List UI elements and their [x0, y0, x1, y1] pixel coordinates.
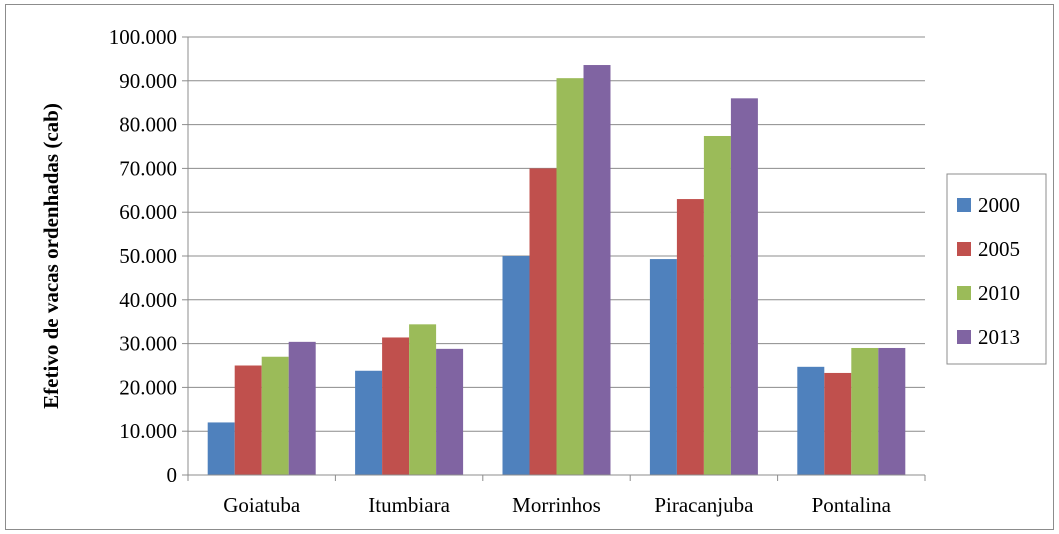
y-tick-label: 20.000 [119, 375, 177, 399]
bar-2005-piracanjuba [676, 199, 704, 475]
legend-swatch-2000 [957, 198, 971, 212]
y-tick-label: 80.000 [119, 113, 177, 137]
bar-2013-pontalina [878, 347, 906, 475]
y-axis-ticks: 0 10.000 20.000 30.000 40.000 50.000 60.000 70.… [109, 25, 188, 487]
y-tick-label: 60.000 [119, 200, 177, 224]
y-axis-label: Efetivo de vacas ordenhadas (cab) [39, 103, 63, 409]
y-tick-label: 10.000 [119, 419, 177, 443]
bar-2005-itumbiara [382, 337, 410, 475]
legend-swatch-2005 [957, 242, 971, 256]
bar-2005-goiatuba [234, 365, 262, 475]
bar-2010-morrinhos [556, 78, 584, 475]
bar-2010-piracanjuba [703, 135, 731, 475]
y-tick-label: 40.000 [119, 288, 177, 312]
legend-swatch-2013 [957, 330, 971, 344]
legend: 2000 2005 2010 2013 [946, 173, 1047, 365]
legend-label-2013: 2013 [978, 325, 1020, 349]
y-tick-label: 70.000 [119, 156, 177, 180]
x-tick-label: Pontalina [812, 493, 892, 517]
x-tick-label: Itumbiara [368, 493, 450, 517]
legend-swatch-2010 [957, 286, 971, 300]
bar-2010-itumbiara [409, 324, 437, 475]
bar-2005-morrinhos [529, 168, 557, 475]
x-tick-label: Morrinhos [512, 493, 601, 517]
y-tick-label: 50.000 [119, 244, 177, 268]
x-axis-ticks: Goiatuba Itumbiara Morrinhos Piracanjuba Pon… [187, 475, 926, 517]
y-tick-label: 30.000 [119, 332, 177, 356]
bar-2000-pontalina [797, 366, 825, 475]
bar-2000-goiatuba [207, 422, 235, 475]
bar-2000-morrinhos [502, 256, 530, 475]
y-tick-label: 0 [167, 463, 178, 487]
x-tick-label: Goiatuba [223, 493, 301, 517]
legend-label-2005: 2005 [978, 237, 1020, 261]
x-tick-label: Piracanjuba [654, 493, 754, 517]
y-tick-label: 90.000 [119, 69, 177, 93]
axes [187, 37, 925, 476]
bar-2013-piracanjuba [730, 98, 758, 475]
bars [207, 65, 906, 476]
bar-2000-piracanjuba [649, 259, 677, 475]
bar-2010-goiatuba [261, 356, 289, 475]
bar-2013-morrinhos [583, 65, 611, 476]
bar-2013-itumbiara [436, 348, 464, 475]
bar-2000-itumbiara [355, 370, 383, 475]
bar-2010-pontalina [851, 347, 879, 475]
legend-label-2000: 2000 [978, 193, 1020, 217]
bar-2005-pontalina [824, 372, 852, 475]
y-tick-label: 100.000 [109, 25, 177, 49]
bar-2013-goiatuba [288, 341, 316, 475]
legend-label-2010: 2010 [978, 281, 1020, 305]
